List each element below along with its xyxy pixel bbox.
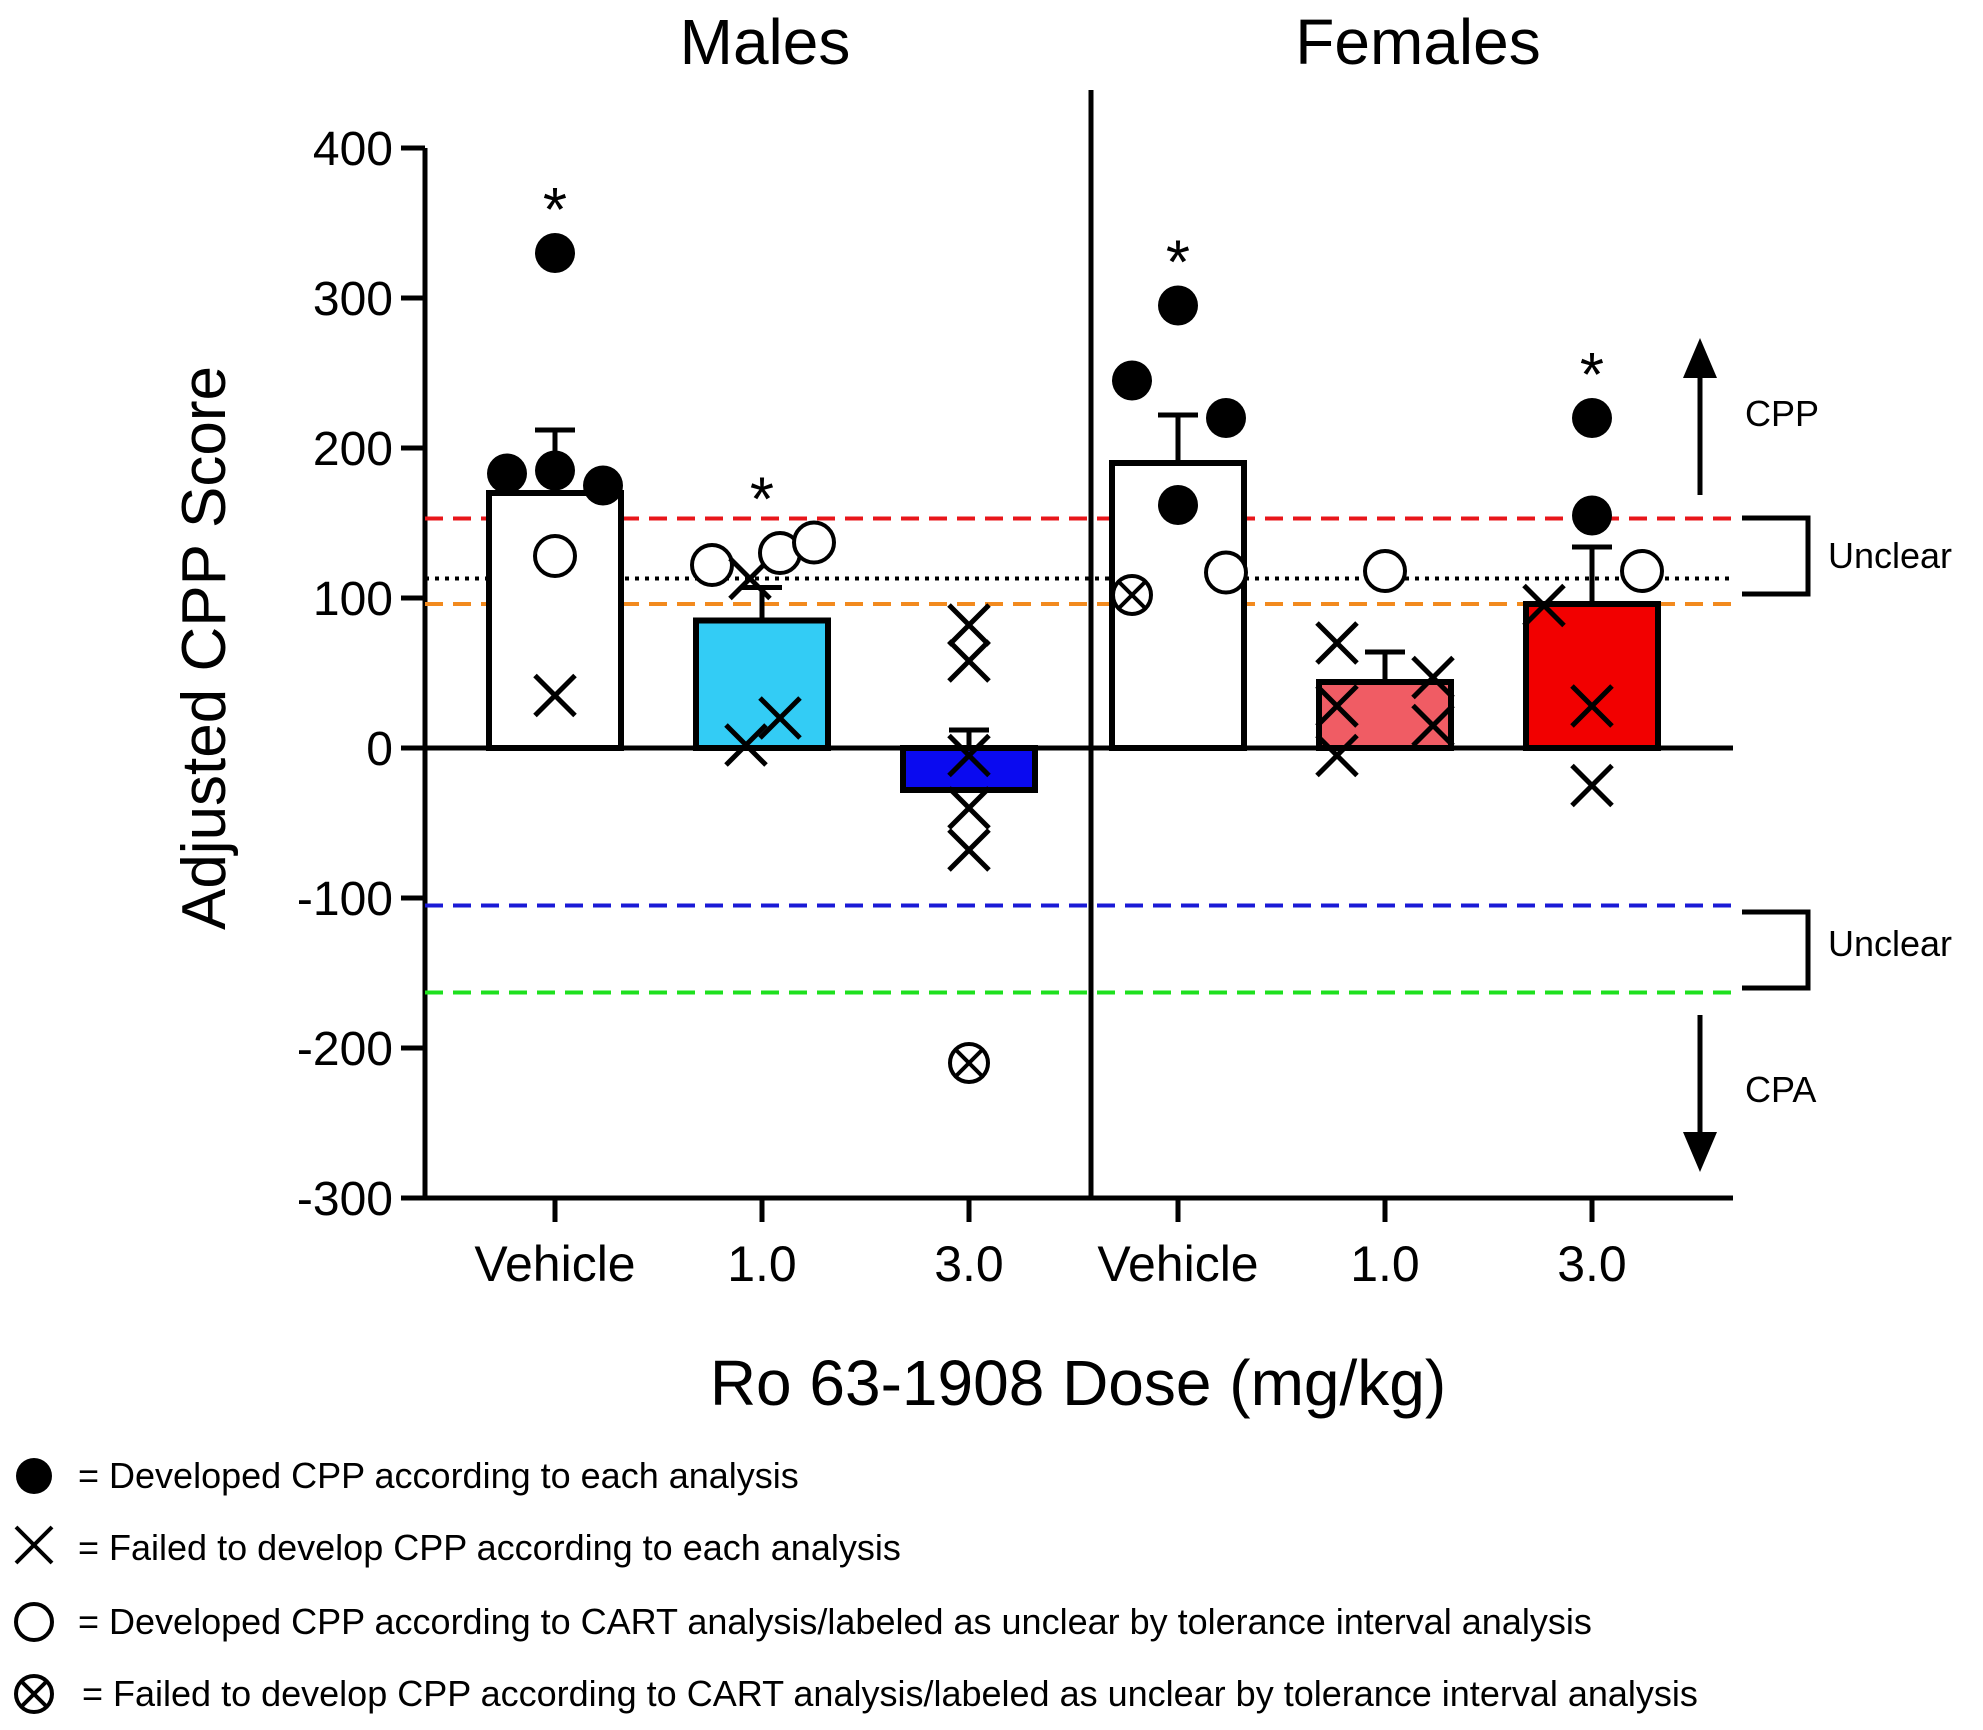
x-tick-label-3: Vehicle bbox=[1097, 1236, 1258, 1292]
x-tick-label-0: Vehicle bbox=[474, 1236, 635, 1292]
unclear-lower-annotation: Unclear bbox=[1828, 923, 1952, 964]
unclear-upper-annotation: Unclear bbox=[1828, 535, 1952, 576]
significance-star-3: * bbox=[1166, 229, 1190, 298]
y-tick-label-6: -200 bbox=[297, 1023, 393, 1076]
point-open-24 bbox=[1365, 551, 1405, 591]
point-x-25 bbox=[1317, 623, 1357, 663]
x-tick-label-4: 1.0 bbox=[1350, 1236, 1420, 1292]
y-tick-label-3: 100 bbox=[313, 573, 393, 626]
legend-text-open: = Developed CPP according to CART analys… bbox=[78, 1601, 1592, 1642]
point-crossed-17 bbox=[950, 1044, 988, 1082]
x-mark-icon bbox=[16, 1527, 52, 1563]
point-x-12 bbox=[949, 605, 989, 645]
point-x-16 bbox=[949, 830, 989, 870]
point-filled-31 bbox=[1572, 496, 1612, 536]
x-tick-label-1: 1.0 bbox=[727, 1236, 797, 1292]
cpa-annotation: CPA bbox=[1745, 1069, 1816, 1110]
point-filled-2 bbox=[535, 451, 575, 491]
y-tick-label-7: -300 bbox=[297, 1173, 393, 1226]
legend-item-filled: = Developed CPP according to each analys… bbox=[16, 1455, 799, 1496]
legend-item-crossed: = Failed to develop CPP according to CAR… bbox=[16, 1673, 1698, 1714]
y-axis-label: Adjusted CPP Score bbox=[170, 366, 239, 930]
point-filled-20 bbox=[1206, 398, 1246, 438]
x-tick-label-2: 3.0 bbox=[934, 1236, 1004, 1292]
bar-females-4 bbox=[1319, 682, 1451, 748]
point-filled-21 bbox=[1158, 485, 1198, 525]
point-x-13 bbox=[949, 641, 989, 681]
legend-item-open: = Developed CPP according to CART analys… bbox=[16, 1601, 1592, 1642]
point-x-35 bbox=[1572, 766, 1612, 806]
y-tick-label-0: 400 bbox=[313, 123, 393, 176]
unclear-lower-bracket-icon bbox=[1742, 912, 1808, 988]
legend-text-x: = Failed to develop CPP according to eac… bbox=[78, 1527, 901, 1568]
data-points bbox=[487, 233, 1662, 1082]
y-tick-label-5: -100 bbox=[297, 873, 393, 926]
point-filled-1 bbox=[487, 454, 527, 494]
cpa-arrow-icon bbox=[1683, 1015, 1717, 1172]
y-tick-label-4: 0 bbox=[366, 723, 393, 776]
point-filled-19 bbox=[1112, 361, 1152, 401]
point-open-32 bbox=[1622, 551, 1662, 591]
unclear-upper-bracket-icon bbox=[1742, 518, 1808, 594]
x-axis-label: Ro 63-1908 Dose (mg/kg) bbox=[710, 1347, 1446, 1419]
point-open-4 bbox=[535, 536, 575, 576]
cpp-arrow-icon bbox=[1683, 338, 1717, 495]
significance-star-1: * bbox=[750, 466, 774, 535]
point-crossed-23 bbox=[1113, 576, 1151, 614]
cpp-score-chart: Males Females Adjusted CPP Score Ro 63-1… bbox=[0, 0, 1983, 1730]
open-circle-icon bbox=[16, 1604, 52, 1640]
point-open-22 bbox=[1206, 553, 1246, 593]
point-open-9 bbox=[794, 523, 834, 563]
significance-star-5: * bbox=[1580, 341, 1604, 410]
point-open-6 bbox=[692, 545, 732, 585]
legend-text-crossed: = Failed to develop CPP according to CAR… bbox=[82, 1673, 1698, 1714]
panel-title-females: Females bbox=[1295, 6, 1540, 78]
legend-text-filled: = Developed CPP according to each analys… bbox=[78, 1455, 799, 1496]
cpp-annotation: CPP bbox=[1745, 393, 1819, 434]
y-tick-label-1: 300 bbox=[313, 273, 393, 326]
filled-circle-icon bbox=[16, 1458, 52, 1494]
x-tick-label-5: 3.0 bbox=[1557, 1236, 1627, 1292]
significance-star-0: * bbox=[543, 176, 567, 245]
significance-markers: * * * * bbox=[543, 176, 1604, 535]
legend-item-x: = Failed to develop CPP according to eac… bbox=[16, 1527, 901, 1568]
point-x-15 bbox=[949, 788, 989, 828]
bar-males-0 bbox=[489, 493, 621, 748]
legend: = Developed CPP according to each analys… bbox=[16, 1455, 1698, 1714]
point-filled-3 bbox=[583, 466, 623, 506]
crossed-circle-icon bbox=[16, 1676, 52, 1712]
y-tick-label-2: 200 bbox=[313, 423, 393, 476]
panel-title-males: Males bbox=[680, 6, 851, 78]
bar-females-5 bbox=[1526, 604, 1658, 748]
